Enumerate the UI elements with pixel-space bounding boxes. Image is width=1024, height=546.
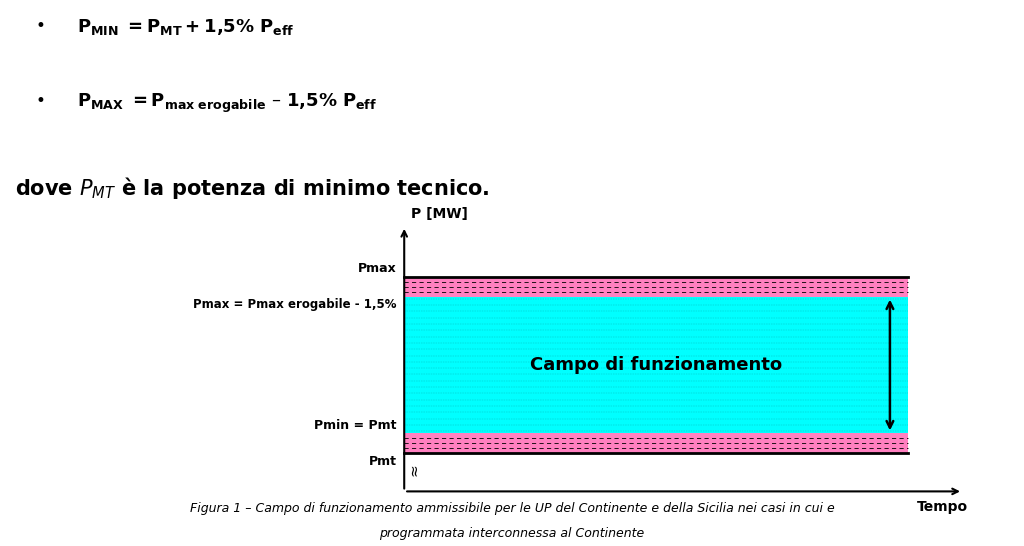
Text: Tempo: Tempo bbox=[916, 500, 968, 514]
Text: ≈: ≈ bbox=[406, 463, 421, 476]
Text: Pmt: Pmt bbox=[369, 455, 396, 468]
Text: programmata interconnessa al Continente: programmata interconnessa al Continente bbox=[379, 527, 645, 540]
Text: Figura 1 – Campo di funzionamento ammissibile per le UP del Continente e della S: Figura 1 – Campo di funzionamento ammiss… bbox=[189, 502, 835, 515]
Text: Pmax = Pmax erogabile - 1,5%: Pmax = Pmax erogabile - 1,5% bbox=[194, 298, 396, 311]
Text: Pmin = Pmt: Pmin = Pmt bbox=[314, 419, 396, 432]
Text: Campo di funzionamento: Campo di funzionamento bbox=[529, 356, 782, 374]
Text: •: • bbox=[36, 92, 46, 110]
Text: P [MW]: P [MW] bbox=[411, 207, 468, 221]
Bar bbox=[404, 434, 907, 454]
Bar bbox=[404, 276, 907, 297]
Text: dove $P_{MT}$ è la potenza di minimo tecnico.: dove $P_{MT}$ è la potenza di minimo tec… bbox=[15, 175, 490, 201]
Text: $\mathbf{P_{MAX}}$ $\mathbf{= P_{max\ erogabile}\ \endash\ 1{,}5\%\ P_{eff}}$: $\mathbf{P_{MAX}}$ $\mathbf{= P_{max\ er… bbox=[77, 92, 377, 115]
Text: $\mathbf{P_{MIN}}$ $\mathbf{= P_{MT} + 1{,}5\%\ P_{eff}}$: $\mathbf{P_{MIN}}$ $\mathbf{= P_{MT} + 1… bbox=[77, 17, 294, 38]
Text: •: • bbox=[36, 17, 46, 35]
Text: Pmax: Pmax bbox=[358, 262, 396, 275]
Bar bbox=[404, 297, 907, 434]
